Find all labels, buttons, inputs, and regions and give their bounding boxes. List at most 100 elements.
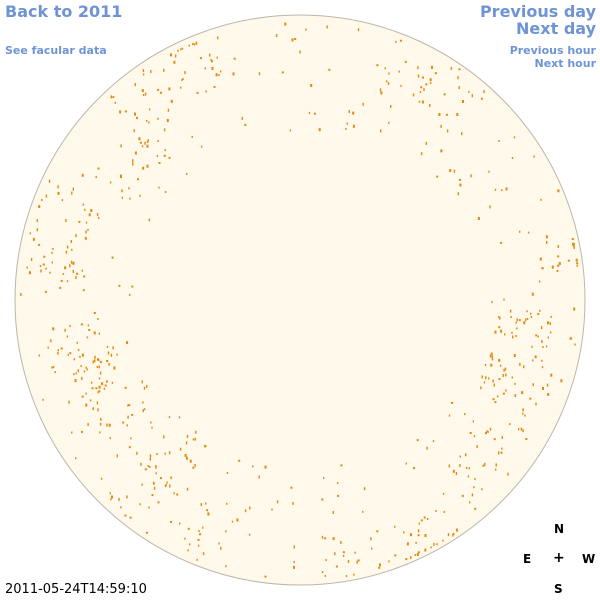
next-hour-link[interactable]: Next hour <box>534 57 597 70</box>
facula-speck <box>461 494 464 497</box>
facula-speck <box>405 558 408 561</box>
facula-speck <box>430 546 432 549</box>
facula-speck <box>109 437 111 440</box>
facula-speck <box>74 379 77 383</box>
facula-speck <box>470 174 472 178</box>
facula-speck <box>500 451 503 454</box>
facula-speck <box>244 509 247 513</box>
facula-speck <box>143 386 146 390</box>
facula-speck <box>156 453 158 455</box>
facula-speck <box>486 430 488 433</box>
facula-speck <box>379 88 382 92</box>
facula-speck <box>436 543 438 546</box>
facula-speck <box>347 559 350 563</box>
facula-speck <box>290 486 293 489</box>
facula-speck <box>417 551 420 554</box>
facula-speck <box>531 345 533 348</box>
facula-speck <box>420 152 423 156</box>
facula-speck <box>515 335 517 337</box>
facula-speck <box>511 376 513 379</box>
facula-speck <box>356 560 358 564</box>
facula-speck <box>202 552 205 556</box>
previous-hour-link[interactable]: Previous hour <box>509 44 596 57</box>
facula-speck <box>426 518 429 520</box>
facula-speck <box>81 376 83 380</box>
facula-speck <box>502 374 504 377</box>
facula-speck <box>226 502 228 505</box>
facula-speck <box>412 93 415 97</box>
facula-speck <box>165 483 167 486</box>
facula-speck <box>546 240 548 244</box>
facula-speck <box>97 167 100 170</box>
facula-speck <box>141 145 144 148</box>
facula-speck <box>181 47 184 50</box>
facula-speck <box>498 326 501 329</box>
facula-speck <box>144 141 146 145</box>
facula-speck <box>134 112 136 116</box>
facula-speck <box>70 260 73 264</box>
facula-speck <box>79 355 81 358</box>
facula-speck <box>334 552 336 556</box>
facula-speck <box>147 139 149 143</box>
facula-speck <box>38 243 41 246</box>
facula-speck <box>345 575 348 577</box>
facula-speck <box>390 105 392 108</box>
facula-speck <box>567 259 570 262</box>
facula-speck <box>111 495 113 499</box>
facula-speck <box>130 437 132 440</box>
facula-speck <box>116 454 118 458</box>
facula-speck <box>139 194 141 197</box>
facula-speck <box>207 513 209 516</box>
facula-speck <box>557 189 560 193</box>
facula-speck <box>417 74 420 78</box>
facula-speck <box>395 40 397 43</box>
facula-speck <box>150 421 152 424</box>
facula-speck <box>97 391 99 394</box>
facula-speck <box>321 498 324 501</box>
facula-speck <box>84 236 87 239</box>
facula-speck <box>163 435 165 439</box>
facula-speck <box>189 459 192 463</box>
facula-speck <box>540 326 543 330</box>
facula-speck <box>159 477 162 480</box>
facula-speck <box>379 563 381 567</box>
facula-speck <box>515 321 517 324</box>
facula-speck <box>538 280 541 283</box>
facula-speck <box>170 99 173 103</box>
facula-speck <box>455 528 458 532</box>
facula-speck <box>67 353 69 356</box>
facula-speck <box>140 462 142 466</box>
facula-speck <box>186 434 189 438</box>
facula-speck <box>142 73 145 76</box>
facula-speck <box>435 510 437 512</box>
facula-speck <box>168 416 171 419</box>
facula-speck <box>354 551 356 554</box>
facula-speck <box>71 191 73 195</box>
facula-speck <box>488 170 490 173</box>
facula-speck <box>200 503 202 507</box>
facula-speck <box>450 66 453 70</box>
facula-speck <box>501 436 503 439</box>
facula-speck <box>200 145 203 148</box>
facula-speck <box>546 383 549 387</box>
facula-speck <box>73 373 75 376</box>
facula-speck <box>474 478 476 481</box>
facula-speck <box>557 264 560 267</box>
facula-speck <box>180 86 182 89</box>
facula-speck <box>380 91 383 95</box>
facula-speck <box>114 101 116 104</box>
facula-speck <box>429 82 432 85</box>
see-facular-data-link[interactable]: See facular data <box>5 44 107 57</box>
facula-speck <box>462 100 464 103</box>
facula-speck <box>93 331 96 335</box>
facula-speck <box>488 377 490 380</box>
back-to-year-link[interactable]: Back to 2011 <box>5 2 123 21</box>
facula-speck <box>305 28 307 31</box>
next-day-link[interactable]: Next day <box>516 19 596 38</box>
facula-speck <box>64 266 67 270</box>
facula-speck <box>78 220 81 223</box>
facula-speck <box>219 70 222 73</box>
previous-day-link[interactable]: Previous day <box>479 2 596 21</box>
facula-speck <box>324 574 326 577</box>
facula-speck <box>38 205 41 208</box>
